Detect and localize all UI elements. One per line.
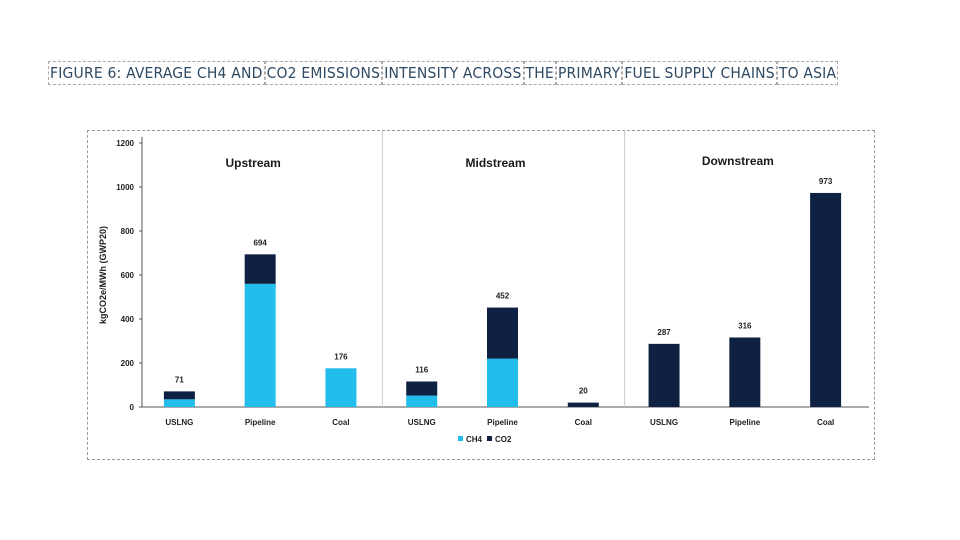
title-segment: INTENSITY ACROSS: [382, 61, 524, 85]
bar-total-label: 973: [819, 177, 833, 186]
legend-label-co2: CO2: [495, 435, 512, 444]
chart-frame: 0 200 400 600 800 1000 1200 kgCO2e/MWh (GWP20) U…: [87, 130, 875, 460]
section-title: Midstream: [465, 156, 525, 170]
bar-segment-co2: [244, 254, 276, 284]
title-segment: CO2 EMISSIONS: [264, 61, 383, 85]
bar-total-label: 176: [334, 352, 348, 361]
section-title: Upstream: [225, 156, 280, 170]
x-category-label: Pipeline: [729, 418, 760, 427]
y-tick-label: 0: [130, 403, 135, 412]
x-category-label: USLNG: [650, 418, 678, 427]
y-axis-label: kgCO2e/MWh (GWP20): [98, 226, 108, 324]
bar-total-label: 287: [657, 328, 671, 337]
title-segment: THE: [523, 61, 556, 85]
bar-segment-ch4: [163, 399, 195, 407]
title-segment: FUEL SUPPLY CHAINS: [622, 61, 777, 85]
y-tick-label: 200: [121, 359, 135, 368]
legend-swatch-co2: [487, 436, 492, 441]
y-tick-label: 400: [121, 315, 135, 324]
y-tick-label: 1200: [116, 139, 134, 148]
section-title: Downstream: [702, 154, 774, 168]
x-category-label: Pipeline: [487, 418, 518, 427]
bar-segment-co2: [163, 391, 195, 400]
bar-segment-co2: [648, 343, 680, 407]
title-segment: PRIMARY: [555, 61, 623, 85]
x-category-label: Coal: [817, 418, 834, 427]
bar-total-label: 452: [496, 292, 510, 301]
bar-segment-ch4: [406, 395, 438, 407]
legend-label-ch4: CH4: [466, 435, 483, 444]
bar-segment-co2: [810, 192, 842, 407]
x-category-label: Pipeline: [245, 418, 276, 427]
bar-segment-ch4: [244, 283, 276, 407]
y-tick-label: 1000: [116, 183, 134, 192]
bar-total-label: 20: [579, 387, 588, 396]
bar-total-label: 694: [253, 238, 267, 247]
bar-segment-co2: [567, 402, 599, 407]
x-category-label: Coal: [332, 418, 349, 427]
bar-segment-co2: [729, 337, 761, 407]
x-category-label: Coal: [575, 418, 592, 427]
legend-swatch-ch4: [458, 436, 463, 441]
title-segment: TO ASIA: [776, 61, 839, 85]
bar-segment-co2: [406, 381, 438, 396]
y-tick-label: 600: [121, 271, 135, 280]
y-tick-label: 800: [121, 227, 135, 236]
bar-segment-co2: [487, 307, 518, 359]
bar-segment-ch4: [325, 368, 357, 407]
bar-total-label: 71: [175, 375, 184, 384]
bar-segment-ch4: [487, 358, 518, 407]
figure-title: FIGURE 6: AVERAGE CH4 AND CO2 EMISSIONS IN…: [48, 60, 839, 86]
bar-total-label: 116: [415, 365, 428, 374]
bar-total-label: 316: [738, 321, 752, 330]
x-category-label: USLNG: [165, 418, 193, 427]
title-segment: FIGURE 6: AVERAGE CH4 AND: [48, 61, 265, 85]
stacked-bar-chart: 0 200 400 600 800 1000 1200 kgCO2e/MWh (GWP20) U…: [98, 131, 869, 444]
x-category-label: USLNG: [408, 418, 436, 427]
